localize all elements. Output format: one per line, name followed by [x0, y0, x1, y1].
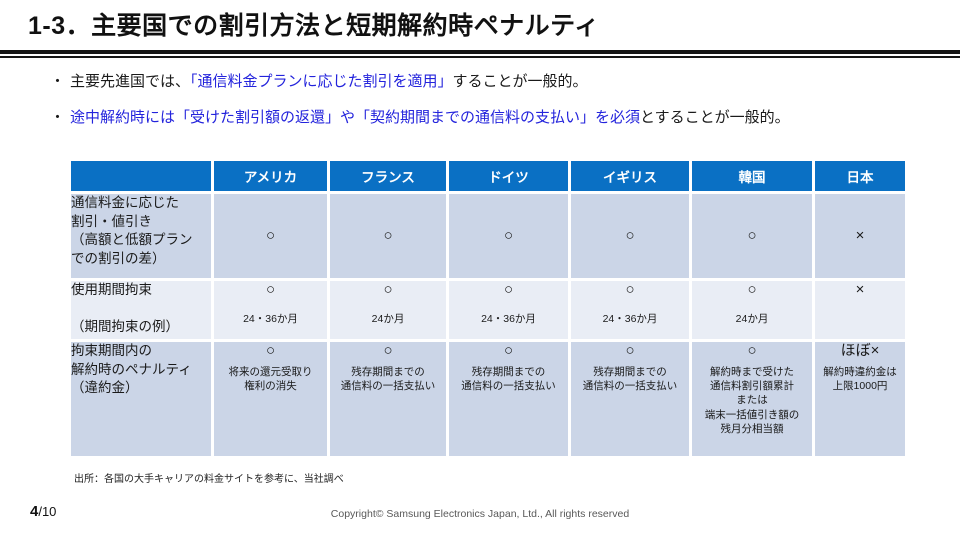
- table-cell: ○: [214, 194, 327, 278]
- bullet-text-post: とすることが一般的。: [640, 108, 790, 126]
- bullet-item-1: ・ 主要先進国では、「通信料金プランに応じた割引を適用」することが一般的。: [50, 71, 942, 93]
- table-row-lock-period: 使用期間拘束 （期間拘束の例） ○ 24・36か月 ○ 24か月 ○ 24・36か月 …: [71, 281, 905, 339]
- bullet-marker: ・: [50, 108, 66, 126]
- cell-note: 24・36か月: [602, 313, 658, 325]
- table-cell: ×: [815, 281, 905, 339]
- table-corner-cell: [71, 161, 211, 191]
- table-cell: ○ 24か月: [330, 281, 446, 339]
- cell-note: 残存期間までの 通信料の一括支払い: [461, 366, 556, 393]
- page-number-total: /10: [38, 504, 57, 519]
- title-underline: [0, 50, 960, 58]
- bullet-text-highlight: 「通信料金プランに応じた割引を適用」: [190, 73, 453, 90]
- column-header-usa: アメリカ: [214, 161, 327, 191]
- availability-mark: ×: [855, 281, 865, 298]
- table-cell: ○: [330, 194, 446, 278]
- copyright-notice: Copyright© Samsung Electronics Japan, Lt…: [330, 508, 630, 520]
- cell-note: 解約時まで受けた 通信料割引額累計 または 端末一括値引き額の 残月分相当額: [704, 366, 800, 435]
- cell-note: 24・36か月: [481, 313, 536, 325]
- table-cell: ○ 残存期間までの 通信料の一括支払い: [449, 342, 568, 456]
- availability-mark: ○: [747, 227, 757, 244]
- title-underline-thick: [0, 50, 960, 54]
- column-header-france: フランス: [330, 161, 446, 191]
- bullet-text-pre: 主要先進国では、: [70, 73, 191, 90]
- availability-mark: ○: [625, 281, 635, 298]
- table-cell: ○: [449, 194, 568, 278]
- bullet-list: ・ 主要先進国では、「通信料金プランに応じた割引を適用」することが一般的。 ・ …: [50, 71, 942, 143]
- table-cell: ×: [815, 194, 905, 278]
- availability-mark: ○: [383, 281, 393, 298]
- table-cell: ○ 24・36か月: [449, 281, 568, 339]
- availability-mark: ○: [383, 342, 393, 359]
- bullet-marker: ・: [50, 73, 66, 90]
- availability-mark: ○: [383, 227, 393, 244]
- table-cell: ○: [571, 194, 689, 278]
- availability-mark: ○: [503, 227, 514, 244]
- cell-note: 将来の還元受取り 権利の消失: [228, 366, 313, 393]
- bullet-text: 途中解約時には「受けた割引額の返還」や「契約期間までの通信料の支払い」を必須とす…: [70, 107, 790, 129]
- availability-mark: ○: [747, 342, 757, 359]
- bullet-item-2: ・ 途中解約時には「受けた割引額の返還」や「契約期間までの通信料の支払い」を必須…: [50, 107, 942, 129]
- cell-note: 24か月: [735, 313, 769, 325]
- cell-note: 残存期間までの 通信料の一括支払い: [340, 366, 436, 393]
- table-cell: ○ 解約時まで受けた 通信料割引額累計 または 端末一括値引き額の 残月分相当額: [692, 342, 812, 456]
- table-cell: ほぼ× 解約時違約金は 上限1000円: [815, 342, 905, 456]
- table-cell: ○ 24か月: [692, 281, 812, 339]
- cell-note: 24・36か月: [243, 313, 298, 325]
- cell-note: 残存期間までの 通信料の一括支払い: [582, 366, 678, 393]
- table-cell: ○: [692, 194, 812, 278]
- column-header-uk: イギリス: [571, 161, 689, 191]
- availability-mark: ○: [503, 281, 514, 298]
- column-header-germany: ドイツ: [449, 161, 568, 191]
- availability-mark: ○: [625, 342, 635, 359]
- availability-mark: ○: [265, 227, 276, 244]
- availability-mark: ○: [625, 227, 635, 244]
- table-header-row: アメリカ フランス ドイツ イギリス 韓国 日本: [71, 161, 905, 191]
- source-note: 出所：各国の大手キャリアの料金サイトを参考に、当社調べ: [74, 474, 344, 485]
- availability-mark: ○: [747, 281, 757, 298]
- table-cell: ○ 24・36か月: [214, 281, 327, 339]
- bullet-text-highlight: 途中解約時には「受けた割引額の返還」や「契約期間までの通信料の支払い」を必須: [70, 108, 641, 126]
- country-comparison-table: アメリカ フランス ドイツ イギリス 韓国 日本 通信料金に応じた 割引・値引き…: [68, 158, 908, 459]
- row-label: 通信料金に応じた 割引・値引き （高額と低額プラン での割引の差）: [71, 194, 211, 278]
- availability-mark: ○: [503, 342, 514, 359]
- table-cell: ○ 24・36か月: [571, 281, 689, 339]
- cell-note: 解約時違約金は 上限1000円: [823, 366, 897, 393]
- bullet-text: 主要先進国では、「通信料金プランに応じた割引を適用」することが一般的。: [70, 71, 588, 93]
- availability-mark: ○: [265, 281, 276, 298]
- table-row-discount: 通信料金に応じた 割引・値引き （高額と低額プラン での割引の差） ○ ○ ○ …: [71, 194, 905, 278]
- table-row-penalty: 拘束期間内の 解約時のペナルティ （違約金） ○ 将来の還元受取り 権利の消失 ○…: [71, 342, 905, 456]
- bullet-text-post: することが一般的。: [452, 73, 588, 90]
- page-number: 4/10: [30, 503, 56, 520]
- table-cell: ○ 残存期間までの 通信料の一括支払い: [330, 342, 446, 456]
- column-header-korea: 韓国: [692, 161, 812, 191]
- title-underline-thin: [0, 56, 960, 58]
- row-label: 拘束期間内の 解約時のペナルティ （違約金）: [71, 342, 211, 456]
- availability-mark: ○: [265, 342, 276, 359]
- page-title: 1-3．主要国での割引方法と短期解約時ペナルティ: [28, 12, 600, 40]
- table-cell: ○ 将来の還元受取り 権利の消失: [214, 342, 327, 456]
- title-underline-gap: [0, 54, 960, 56]
- row-label: 使用期間拘束 （期間拘束の例）: [71, 281, 211, 339]
- table-cell: ○ 残存期間までの 通信料の一括支払い: [571, 342, 689, 456]
- page-number-current: 4: [30, 503, 39, 520]
- availability-mark: ほぼ×: [840, 342, 880, 359]
- cell-note: 24か月: [371, 313, 405, 325]
- column-header-japan: 日本: [815, 161, 905, 191]
- availability-mark: ×: [855, 227, 865, 244]
